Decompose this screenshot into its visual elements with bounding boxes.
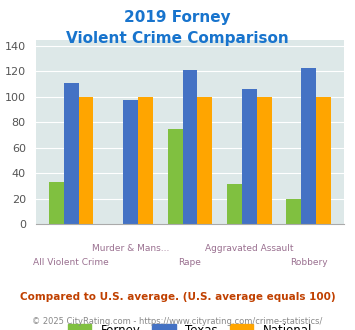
Bar: [227, 183, 242, 224]
Legend: Forney, Texas, National: Forney, Texas, National: [63, 319, 317, 330]
Text: Robbery: Robbery: [290, 258, 328, 267]
Bar: [138, 97, 153, 224]
Bar: [286, 199, 301, 224]
Text: 2019 Forney: 2019 Forney: [124, 10, 231, 25]
Bar: [49, 182, 64, 224]
Bar: [257, 97, 272, 224]
Bar: [168, 129, 182, 224]
Bar: [197, 97, 212, 224]
Bar: [64, 83, 78, 224]
Text: Murder & Mans...: Murder & Mans...: [92, 244, 169, 253]
Bar: [123, 100, 138, 224]
Text: Violent Crime Comparison: Violent Crime Comparison: [66, 31, 289, 46]
Text: All Violent Crime: All Violent Crime: [33, 258, 109, 267]
Bar: [78, 97, 93, 224]
Bar: [242, 89, 257, 224]
Bar: [301, 68, 316, 224]
Text: Compared to U.S. average. (U.S. average equals 100): Compared to U.S. average. (U.S. average …: [20, 292, 335, 302]
Text: Rape: Rape: [179, 258, 201, 267]
Bar: [182, 70, 197, 224]
Text: © 2025 CityRating.com - https://www.cityrating.com/crime-statistics/: © 2025 CityRating.com - https://www.city…: [32, 317, 323, 326]
Bar: [316, 97, 331, 224]
Text: Aggravated Assault: Aggravated Assault: [205, 244, 294, 253]
